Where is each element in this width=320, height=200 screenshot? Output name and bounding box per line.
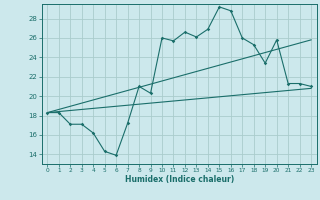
X-axis label: Humidex (Indice chaleur): Humidex (Indice chaleur) [124,175,234,184]
